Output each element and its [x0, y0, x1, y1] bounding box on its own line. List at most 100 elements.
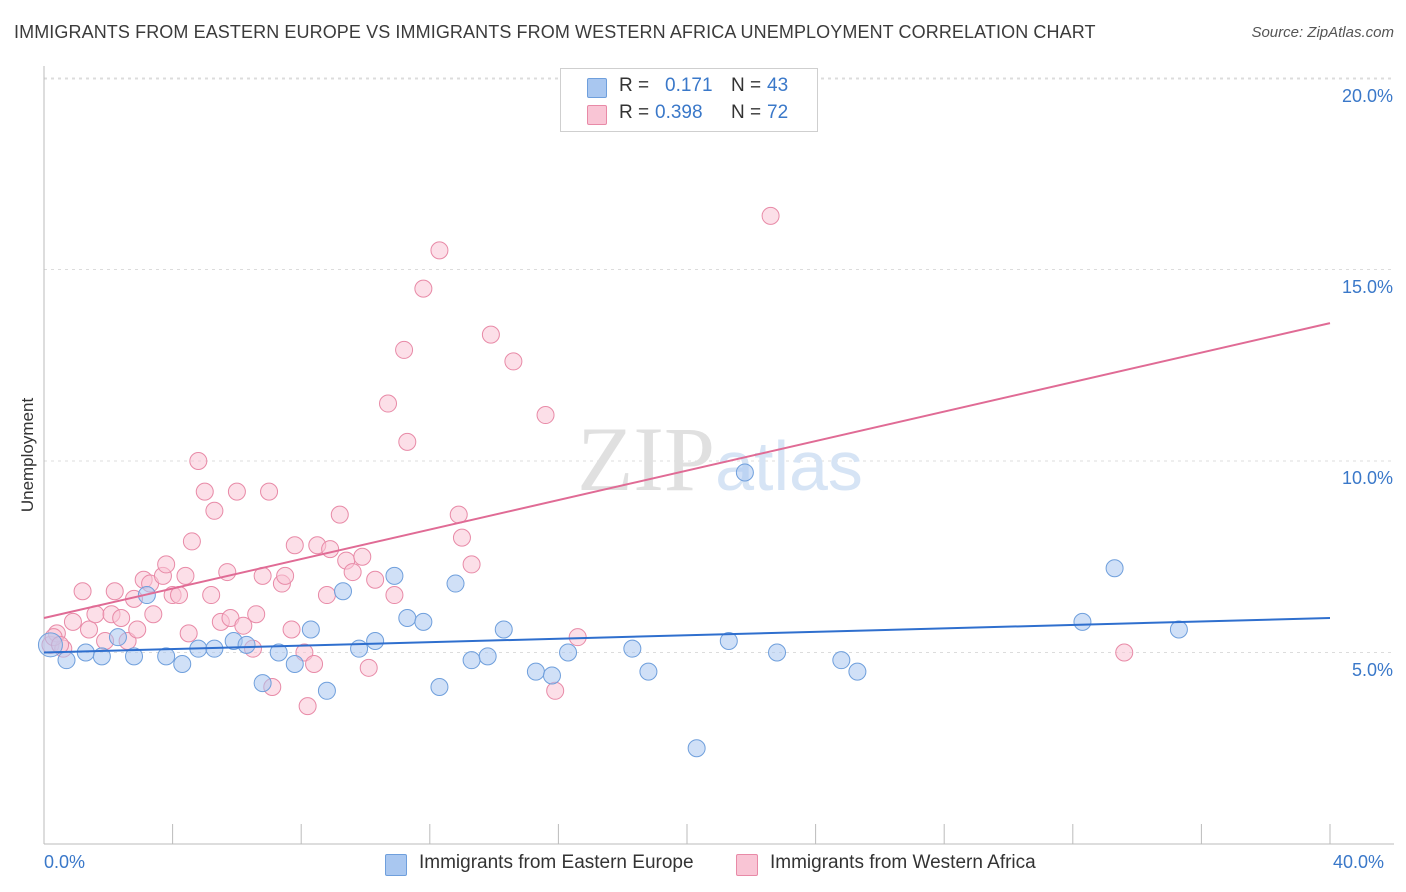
x-tick-label-max: 40.0%: [1333, 852, 1385, 872]
point-eastern-europe-0: [37, 632, 63, 658]
point-western-africa-4: [73, 582, 92, 601]
point-eastern-europe-21: [385, 566, 404, 585]
y-tick-label-10: 10.0%: [1341, 468, 1393, 488]
point-western-africa-56: [395, 340, 414, 359]
point-eastern-europe-20: [366, 632, 385, 651]
point-western-africa-57: [398, 432, 417, 451]
point-eastern-europe-41: [1105, 559, 1124, 578]
point-western-africa-47: [321, 540, 340, 559]
legend-r-value: 0.171: [665, 75, 713, 96]
axes: [43, 66, 1394, 845]
legend-n-label: N =: [731, 102, 762, 123]
point-western-africa-63: [481, 325, 500, 344]
point-western-africa-22: [179, 624, 198, 643]
point-western-africa-26: [202, 586, 221, 605]
source-credit: Source: ZipAtlas.com: [1251, 24, 1394, 41]
point-eastern-europe-8: [173, 654, 192, 673]
point-western-africa-23: [182, 532, 201, 551]
legend-n-value: 43: [767, 75, 789, 96]
point-western-africa-62: [462, 555, 481, 574]
bottom-legend-label: Immigrants from Western Africa: [770, 852, 1036, 873]
point-western-africa-27: [205, 501, 224, 520]
data-points: [37, 206, 1188, 758]
point-western-africa-61: [452, 528, 471, 547]
point-western-africa-24: [189, 452, 208, 470]
trend-line-western-africa: [43, 322, 1331, 620]
trend-line-eastern-europe: [43, 617, 1331, 654]
point-western-africa-69: [1115, 643, 1134, 662]
chart-title: IMMIGRANTS FROM EASTERN EUROPE VS IMMIGR…: [14, 22, 1096, 42]
legend-swatch-pink: [587, 105, 607, 125]
point-western-africa-66: [546, 681, 565, 700]
point-eastern-europe-33: [639, 662, 658, 681]
x-tick-label-min: 0.0%: [44, 852, 86, 872]
legend-r-label: R =: [619, 75, 650, 96]
point-eastern-europe-4: [108, 628, 127, 647]
point-western-africa-21: [176, 566, 195, 585]
point-eastern-europe-3: [92, 647, 111, 666]
point-eastern-europe-30: [542, 666, 561, 685]
point-eastern-europe-31: [559, 643, 578, 662]
point-western-africa-41: [285, 536, 304, 555]
point-western-africa-46: [317, 586, 336, 605]
point-western-africa-31: [227, 482, 246, 501]
point-western-africa-55: [385, 586, 404, 605]
point-western-africa-18: [157, 555, 176, 574]
point-western-africa-34: [247, 605, 266, 624]
point-eastern-europe-13: [253, 674, 272, 693]
point-western-africa-68: [761, 206, 780, 225]
point-eastern-europe-15: [285, 654, 304, 673]
point-western-africa-13: [128, 620, 147, 639]
point-eastern-europe-16: [301, 620, 320, 639]
point-eastern-europe-27: [478, 647, 497, 666]
point-eastern-europe-19: [350, 639, 369, 658]
point-eastern-europe-18: [333, 582, 352, 601]
point-western-africa-58: [414, 279, 433, 298]
point-eastern-europe-7: [157, 647, 176, 666]
point-eastern-europe-25: [446, 574, 465, 593]
point-eastern-europe-34: [687, 739, 706, 758]
point-western-africa-65: [536, 406, 555, 425]
point-western-africa-25: [195, 482, 214, 501]
point-western-africa-9: [105, 582, 124, 601]
gridlines: [44, 77, 1394, 653]
point-eastern-europe-37: [768, 643, 787, 662]
point-western-africa-51: [353, 547, 372, 566]
point-western-africa-48: [330, 505, 349, 524]
point-western-africa-5: [80, 620, 99, 639]
y-tick-label-5: 5.0%: [1351, 660, 1393, 680]
point-western-africa-42: [295, 643, 314, 662]
legend-n-value: 72: [767, 102, 789, 123]
legend-r-label: R =: [619, 102, 650, 123]
legend-r-value: 0.398: [655, 102, 703, 123]
point-eastern-europe-12: [237, 635, 256, 654]
point-western-africa-44: [305, 654, 324, 673]
y-tick-label-20: 20.0%: [1341, 86, 1393, 106]
point-eastern-europe-26: [462, 651, 481, 670]
point-eastern-europe-39: [848, 662, 867, 681]
point-eastern-europe-29: [526, 662, 545, 681]
point-western-africa-64: [504, 352, 523, 371]
bottom-legend-swatch-pink: [736, 854, 758, 876]
point-eastern-europe-17: [317, 681, 336, 700]
point-western-africa-16: [144, 605, 163, 624]
bottom-legend-label: Immigrants from Eastern Europe: [419, 852, 694, 873]
point-eastern-europe-38: [832, 651, 851, 670]
point-eastern-europe-28: [494, 620, 513, 639]
point-eastern-europe-5: [125, 647, 144, 666]
point-eastern-europe-36: [735, 463, 754, 482]
point-eastern-europe-42: [1169, 620, 1188, 639]
point-eastern-europe-14: [269, 643, 288, 662]
trend-lines: [43, 322, 1331, 654]
point-western-africa-59: [430, 241, 449, 260]
point-western-africa-32: [234, 616, 253, 635]
point-western-africa-40: [282, 620, 301, 639]
legend-n-label: N =: [731, 75, 762, 96]
point-western-africa-54: [379, 394, 398, 413]
point-eastern-europe-23: [414, 612, 433, 631]
point-western-africa-53: [366, 570, 385, 589]
legend-box: R = 0.171 N = 43 R = 0.398 N = 72: [560, 68, 818, 132]
watermark: ZIPatlas: [577, 408, 863, 510]
legend-swatch-blue: [587, 78, 607, 98]
